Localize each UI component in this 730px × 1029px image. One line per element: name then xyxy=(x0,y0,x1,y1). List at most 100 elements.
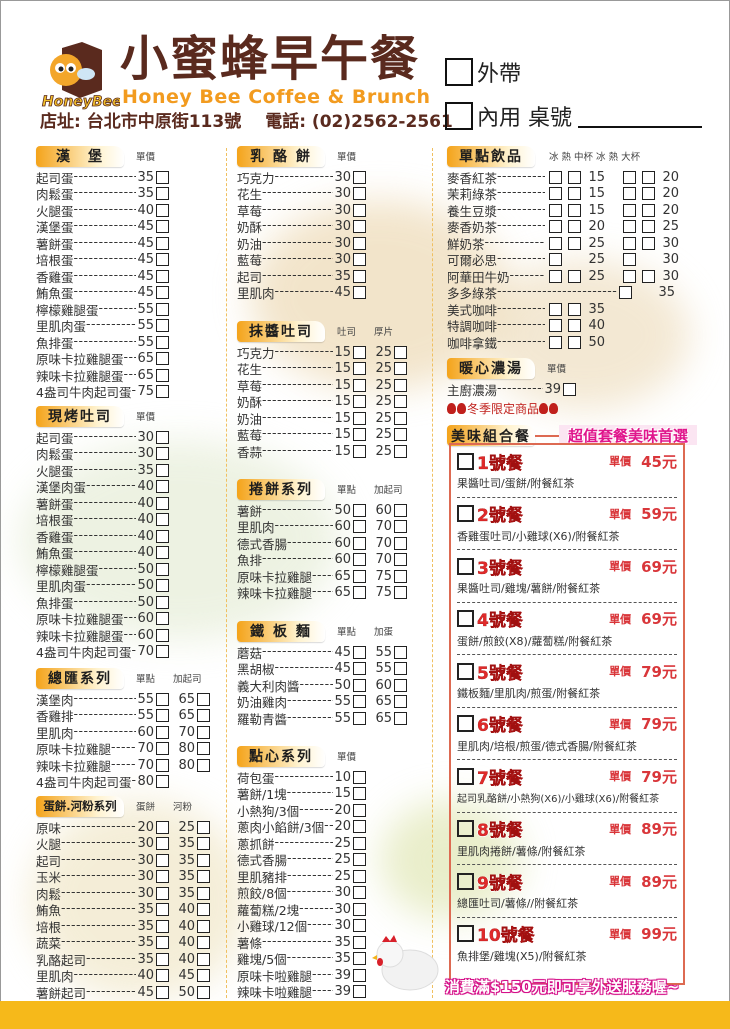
order-checkbox[interactable] xyxy=(156,253,169,267)
menu-item[interactable]: 原味卡啦雞腿 39 xyxy=(237,967,366,984)
order-checkbox[interactable] xyxy=(156,513,169,527)
order-checkbox[interactable] xyxy=(197,969,210,983)
order-checkbox[interactable] xyxy=(156,919,169,933)
order-checkbox[interactable] xyxy=(156,595,169,609)
combo-item[interactable]: 6號餐 單價 79元 里肌肉/培根/煎蛋/德式香腸/附餐紅茶 xyxy=(457,708,677,760)
order-checkbox[interactable] xyxy=(394,428,407,442)
order-checkbox[interactable] xyxy=(394,711,407,725)
order-checkbox[interactable] xyxy=(156,952,169,966)
combo-checkbox[interactable] xyxy=(457,662,474,680)
combo-checkbox[interactable] xyxy=(457,925,474,942)
combo-item[interactable]: 10號餐 單價 99元 魚排堡/雞塊(X5)/附餐紅茶 xyxy=(457,918,677,971)
order-checkbox[interactable] xyxy=(156,187,169,201)
order-checkbox[interactable] xyxy=(394,645,407,659)
menu-item[interactable]: 巧克力 15 25 xyxy=(237,344,407,361)
order-checkbox[interactable] xyxy=(197,919,210,933)
menu-item[interactable]: 雞塊/5個 35 xyxy=(237,951,366,967)
menu-item[interactable]: 鮪魚蛋 45 xyxy=(36,285,169,301)
menu-item[interactable]: 原味卡拉雞腿 70 80 xyxy=(36,741,210,757)
menu-item[interactable]: 義大利肉醬 50 60 xyxy=(237,677,407,694)
hot-checkbox[interactable] xyxy=(642,203,655,217)
order-checkbox[interactable] xyxy=(156,936,169,950)
order-checkbox[interactable] xyxy=(156,645,169,659)
menu-item[interactable]: 原味卡拉雞腿蛋 65 xyxy=(36,351,169,367)
hot-checkbox[interactable] xyxy=(642,220,655,234)
order-checkbox[interactable] xyxy=(156,480,169,494)
order-checkbox[interactable] xyxy=(156,447,169,461)
combo-item[interactable]: 5號餐 單價 79元 鐵板麵/里肌肉/煎蛋/附餐紅茶 xyxy=(457,655,677,708)
takeout-checkbox[interactable] xyxy=(445,58,473,86)
order-checkbox[interactable] xyxy=(353,853,366,867)
menu-item[interactable]: 蔥肉小餡餅/3個 20 xyxy=(237,819,366,835)
menu-item[interactable]: 里肌肉 60 70 xyxy=(36,724,210,741)
menu-item[interactable]: 辣味卡拉雞腿 70 80 xyxy=(36,757,210,774)
order-checkbox[interactable] xyxy=(394,395,407,409)
combo-checkbox[interactable] xyxy=(457,872,474,890)
menu-item[interactable]: 薯餅蛋 40 xyxy=(36,495,169,512)
ice-checkbox[interactable] xyxy=(623,187,636,201)
menu-item[interactable]: 奶油 30 xyxy=(237,235,366,252)
menu-item[interactable]: 小熱狗/3個 20 xyxy=(237,802,366,819)
menu-item[interactable]: 辣味卡啦雞腿 39 xyxy=(237,984,366,1000)
menu-item[interactable]: 肉鬆蛋 30 xyxy=(36,446,169,462)
menu-item[interactable]: 里肌肉蛋 50 xyxy=(36,578,169,594)
menu-item[interactable]: 漢堡肉蛋 40 xyxy=(36,479,169,495)
drink-item[interactable]: 特調咖啡 40 xyxy=(447,318,685,334)
drink-item[interactable]: 麥香奶茶 20 25 xyxy=(447,219,685,235)
order-checkbox[interactable] xyxy=(156,352,169,366)
order-checkbox[interactable] xyxy=(156,430,169,444)
order-checkbox[interactable] xyxy=(156,529,169,543)
menu-item[interactable]: 主廚濃湯 39 xyxy=(447,381,576,398)
order-checkbox[interactable] xyxy=(156,820,169,834)
order-checkbox[interactable] xyxy=(353,536,366,550)
menu-item[interactable]: 香蒜 15 25 xyxy=(237,443,407,460)
combo-checkbox[interactable] xyxy=(457,452,474,470)
order-checkbox[interactable] xyxy=(394,678,407,692)
order-checkbox[interactable] xyxy=(156,220,169,234)
order-checkbox[interactable] xyxy=(197,952,210,966)
order-checkbox[interactable] xyxy=(353,411,366,425)
menu-item[interactable]: 里肌肉 45 xyxy=(237,285,366,301)
order-checkbox[interactable] xyxy=(353,770,366,784)
order-checkbox[interactable] xyxy=(353,378,366,392)
menu-item[interactable]: 4盎司牛肉起司蛋 70 xyxy=(36,644,169,660)
order-checkbox[interactable] xyxy=(156,496,169,510)
menu-item[interactable]: 蔥抓餅 25 xyxy=(237,835,366,852)
menu-item[interactable]: 蘿蔔糕/2塊 30 xyxy=(237,901,366,918)
order-checkbox[interactable] xyxy=(353,286,366,300)
hot-checkbox[interactable] xyxy=(568,236,581,250)
order-checkbox[interactable] xyxy=(197,692,210,706)
order-checkbox[interactable] xyxy=(353,935,366,949)
order-checkbox[interactable] xyxy=(394,662,407,676)
order-checkbox[interactable] xyxy=(353,203,366,217)
order-checkbox[interactable] xyxy=(394,503,407,517)
menu-item[interactable]: 奶油雞肉 55 65 xyxy=(237,694,407,710)
order-checkbox[interactable] xyxy=(353,803,366,817)
menu-item[interactable]: 小雞球/12個 30 xyxy=(237,918,366,934)
order-checkbox[interactable] xyxy=(353,968,366,982)
menu-item[interactable]: 起司蛋 35 xyxy=(36,169,169,186)
order-checkbox[interactable] xyxy=(394,362,407,376)
menu-item[interactable]: 草莓 30 xyxy=(237,202,366,219)
menu-item[interactable]: 火腿蛋 40 xyxy=(36,202,169,219)
order-checkbox[interactable] xyxy=(394,536,407,550)
order-checkbox[interactable] xyxy=(394,520,407,534)
takeout-option[interactable]: 外帶 xyxy=(445,56,521,88)
drink-item[interactable]: 阿華田牛奶 25 30 xyxy=(447,268,685,285)
order-checkbox[interactable] xyxy=(394,411,407,425)
order-checkbox[interactable] xyxy=(156,269,169,283)
order-checkbox[interactable] xyxy=(353,820,366,834)
combo-checkbox[interactable] xyxy=(457,767,474,785)
hot-checkbox[interactable] xyxy=(568,170,581,184)
menu-item[interactable]: 德式香腸 60 70 xyxy=(237,535,407,552)
order-checkbox[interactable] xyxy=(156,319,169,333)
order-checkbox[interactable] xyxy=(353,662,366,676)
order-checkbox[interactable] xyxy=(156,985,169,999)
menu-item[interactable]: 起司 30 35 xyxy=(36,852,210,869)
ice-checkbox[interactable] xyxy=(623,220,636,234)
hot-checkbox[interactable] xyxy=(568,187,581,201)
menu-item[interactable]: 魚排蛋 55 xyxy=(36,334,169,351)
menu-item[interactable]: 德式香腸 25 xyxy=(237,852,366,868)
menu-item[interactable]: 蘑菇 45 55 xyxy=(237,644,407,661)
order-checkbox[interactable] xyxy=(197,709,210,723)
